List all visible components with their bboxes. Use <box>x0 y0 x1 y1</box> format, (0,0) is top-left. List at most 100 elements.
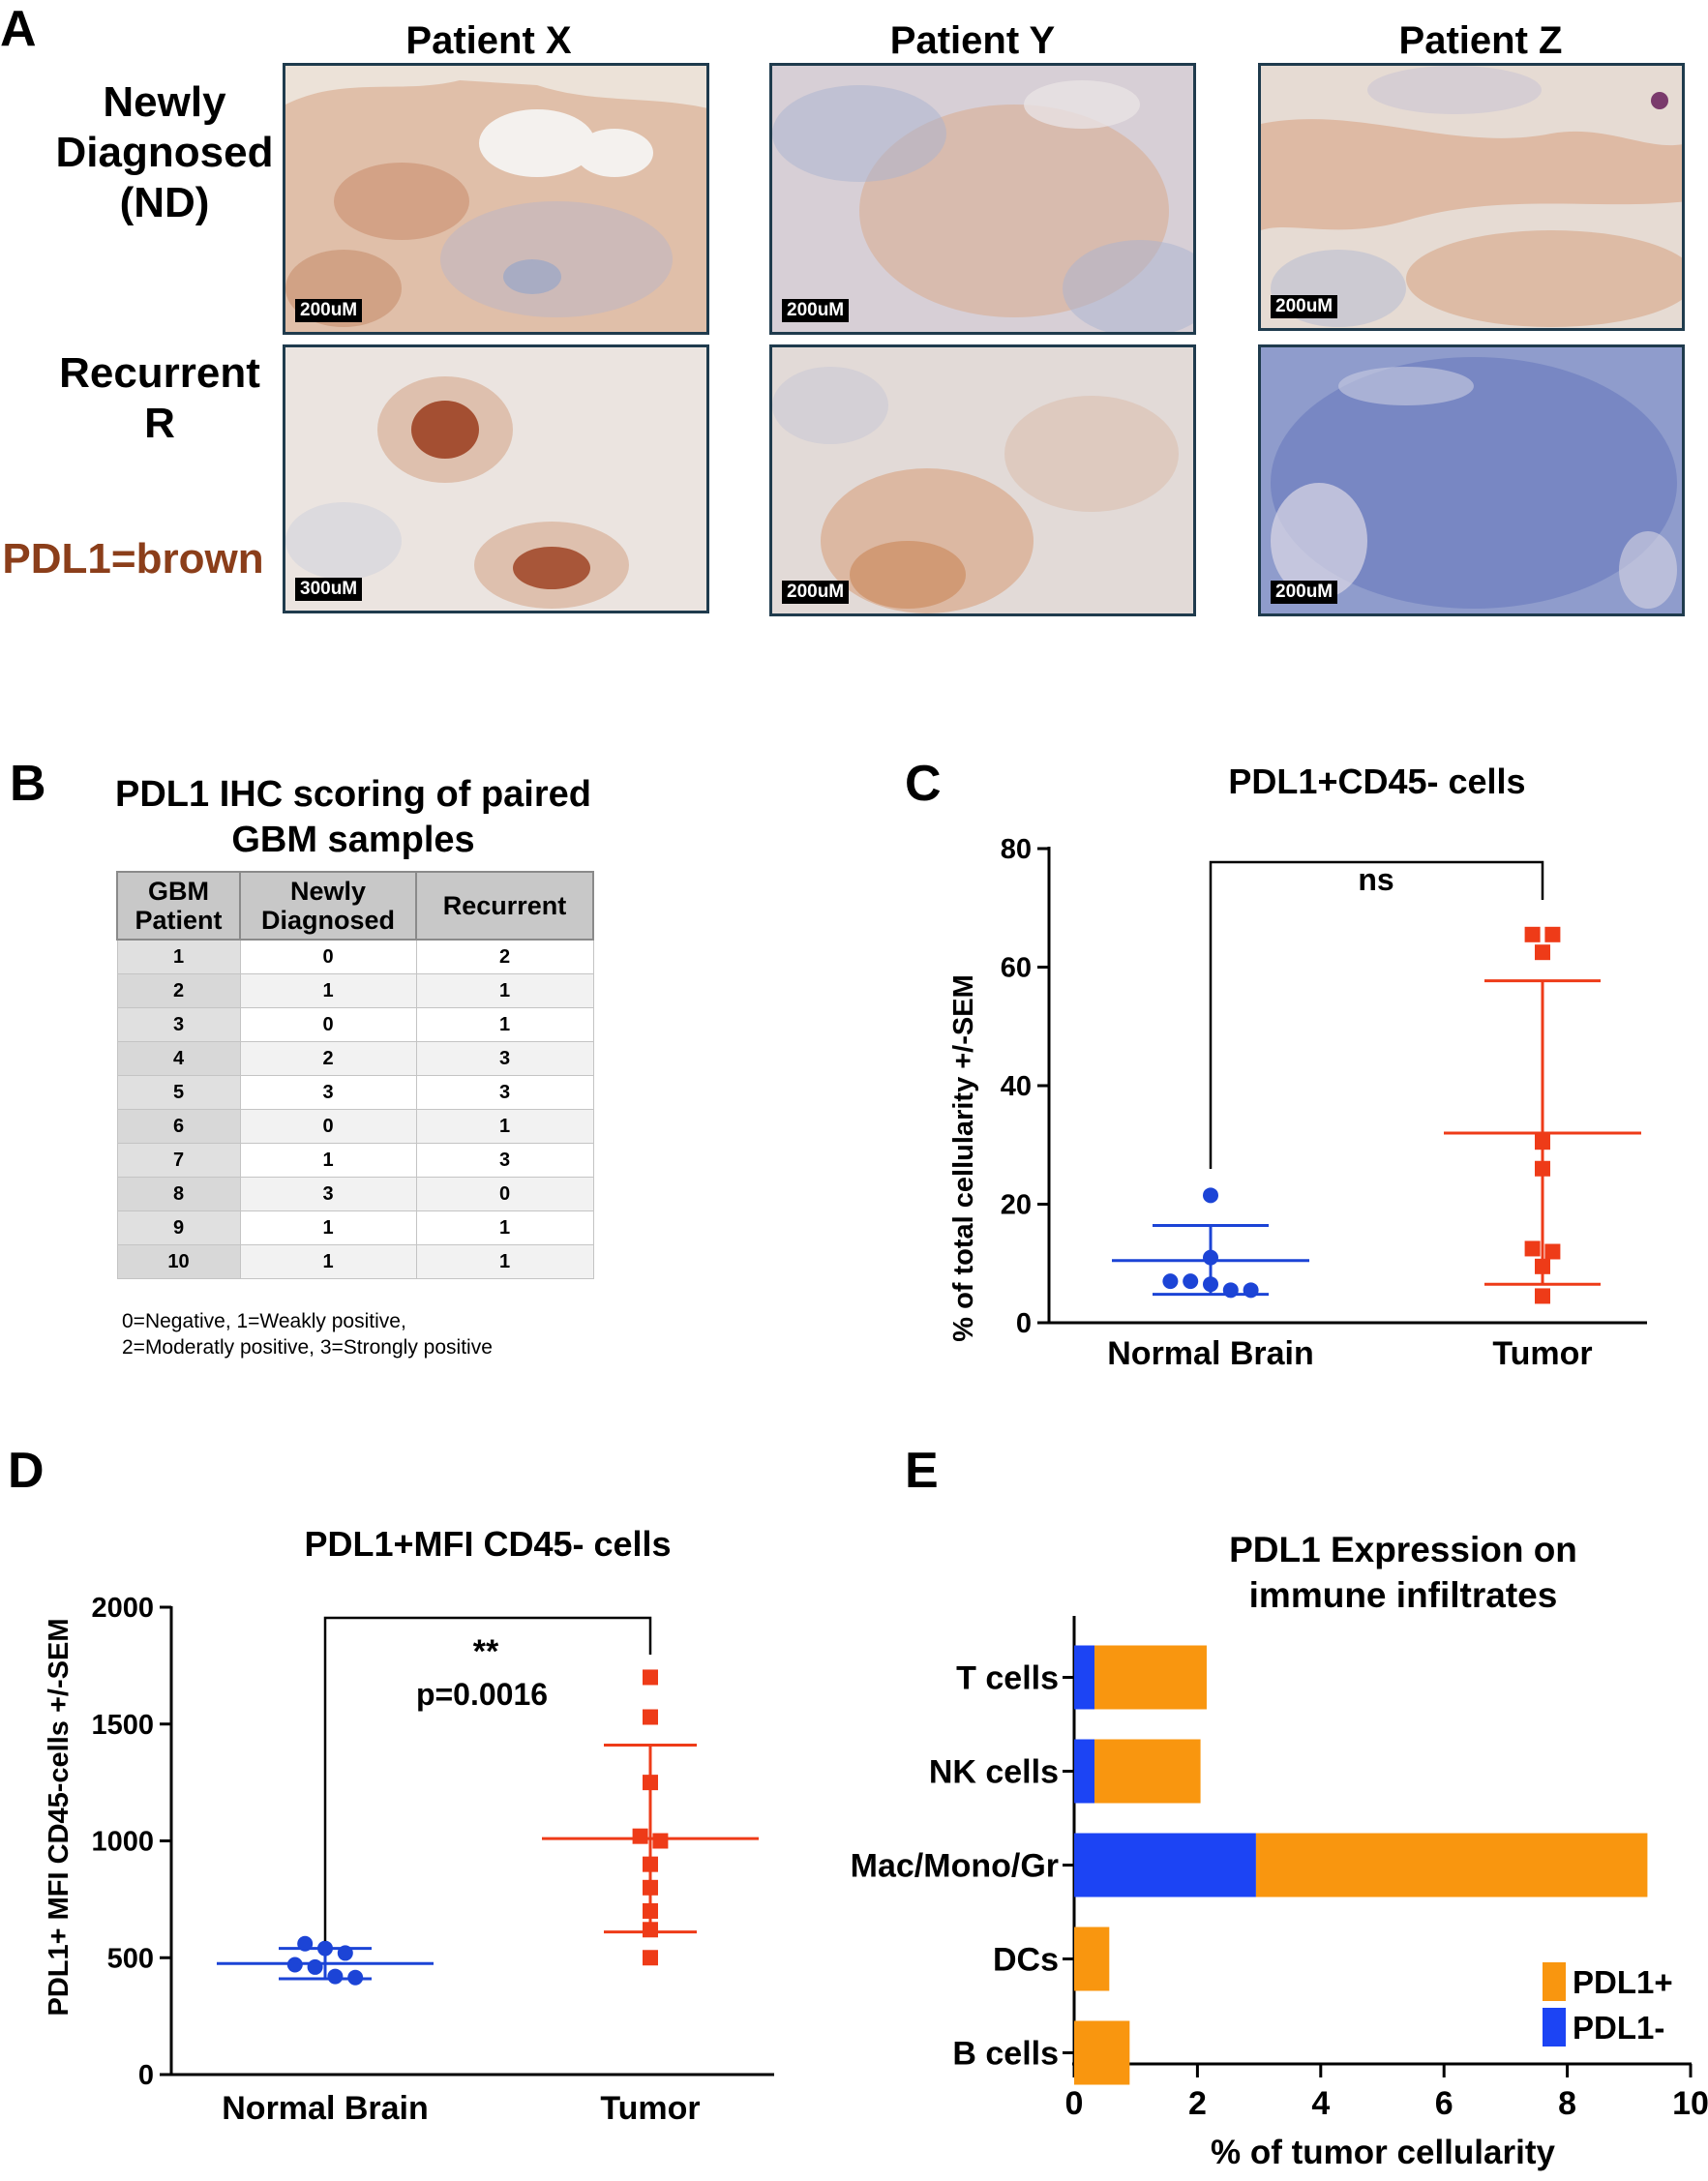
column-header-patient-z: Patient Z <box>1398 19 1563 62</box>
chart-d-point-normal-brain <box>286 1957 303 1973</box>
chart-e-xtick-label: 2 <box>1188 2085 1207 2122</box>
chart-c-ytick-label: 60 <box>1001 953 1032 984</box>
chart-e-ytick-label: DCs <box>993 1942 1059 1979</box>
chart-d-ytick-label: 0 <box>138 2060 154 2091</box>
cell-newly-diagnosed: 1 <box>239 1210 417 1245</box>
chart-d-point-tumor <box>643 1856 658 1872</box>
chart-c-point-normal-brain <box>1162 1273 1179 1290</box>
cell-recurrent: 1 <box>415 973 594 1008</box>
chart-e-ticks: 0 2 4 6 8 10 T cells NK cells Mac/Mono/Gr DCs B ce… <box>851 1660 1708 2123</box>
cell-patient: 7 <box>116 1143 241 1178</box>
chart-d-point-normal-brain <box>327 1968 344 1985</box>
chart-d-point-tumor <box>643 1669 658 1686</box>
table-header-row: GBM Patient Newly Diagnosed Recurrent <box>116 871 594 941</box>
chart-d: PDL1+MFI CD45- cells PDL1+ MFI CD45-cell… <box>44 1524 774 2127</box>
column-header-patient-y: Patient Y <box>889 19 1056 62</box>
bar-nk-cells-pdl1-minus <box>1074 1739 1095 1804</box>
cell-newly-diagnosed: 0 <box>239 1007 417 1042</box>
micrograph-patient-y-r: 200uM <box>769 344 1196 616</box>
cell-patient: 3 <box>116 1007 241 1042</box>
header-gbm-patient: GBM Patient <box>116 871 241 941</box>
chart-c-ytick-label: 80 <box>1001 834 1032 865</box>
micrograph-patient-x-r: 300uM <box>283 344 709 613</box>
chart-c-significance-bracket <box>1209 860 1544 1169</box>
chart-d-point-normal-brain <box>297 1935 314 1952</box>
bar-dcs-pdl1-plus <box>1074 1927 1110 1991</box>
chart-d-point-normal-brain <box>307 1958 323 1975</box>
bar-t-cells-pdl1-minus <box>1074 1645 1095 1710</box>
micrograph-patient-y-nd: 200uM <box>769 63 1196 335</box>
chart-d-point-tumor <box>632 1828 648 1844</box>
bar-b-cells-pdl1-plus <box>1074 2020 1130 2085</box>
row-label-newly-diagnosed: Newly Diagnosed (ND) <box>55 78 274 226</box>
chart-e-ytick-label: B cells <box>952 2036 1059 2073</box>
cell-patient: 5 <box>116 1075 241 1110</box>
chart-c-point-tumor <box>1535 1288 1550 1304</box>
cell-newly-diagnosed: 0 <box>239 1109 417 1144</box>
panel-d-letter: D <box>8 1443 45 1499</box>
chart-e-ytick-label: NK cells <box>929 1754 1059 1791</box>
cell-recurrent: 0 <box>415 1177 594 1211</box>
chart-e-xtick-label: 4 <box>1311 2085 1330 2122</box>
chart-c-point-normal-brain <box>1183 1273 1199 1290</box>
micrograph-patient-z-nd: 200uM <box>1258 63 1685 331</box>
chart-d-point-tumor <box>643 1879 658 1896</box>
cell-newly-diagnosed: 0 <box>239 939 417 974</box>
chart-d-point-tumor <box>643 1950 658 1966</box>
chart-d-xtick-normal-brain: Normal Brain <box>222 2090 429 2127</box>
cell-recurrent: 1 <box>415 1007 594 1042</box>
bar-t-cells-pdl1-plus <box>1094 1645 1207 1710</box>
bar-mac-mono-gr-pdl1-minus <box>1074 1833 1256 1897</box>
cell-recurrent: 1 <box>415 1244 594 1279</box>
chart-e-bars <box>1074 1645 1648 2085</box>
scale-bar: 200uM <box>295 299 363 322</box>
scale-bar: 200uM <box>1271 581 1338 604</box>
cell-patient: 8 <box>116 1177 241 1211</box>
chart-d-point-tumor <box>643 1902 658 1919</box>
chart-c-point-normal-brain <box>1222 1282 1239 1299</box>
cell-newly-diagnosed: 1 <box>239 973 417 1008</box>
scale-bar: 200uM <box>782 299 850 322</box>
chart-c-point-normal-brain <box>1203 1249 1218 1266</box>
chart-d-ytick-label: 1000 <box>91 1827 154 1858</box>
chart-d-point-tumor <box>643 1922 658 1938</box>
micrograph-patient-z-r: 200uM <box>1258 344 1685 616</box>
chart-d-ticks: 0 500 1000 1500 2000 <box>91 1593 171 2091</box>
bar-nk-cells-pdl1-plus <box>1094 1739 1201 1804</box>
row-label-recurrent: Recurrent R <box>59 349 260 447</box>
legend-pdl1-brown: PDL1=brown <box>2 535 264 583</box>
chart-c-ylabel: % of total cellularity +/-SEM <box>948 974 979 1342</box>
chart-e-xtick-label: 8 <box>1558 2085 1576 2122</box>
chart-c-point-tumor <box>1535 1134 1550 1150</box>
chart-c-point-tumor <box>1535 944 1550 961</box>
legend-label-pdl1-plus: PDL1+ <box>1573 1964 1673 2000</box>
cell-recurrent: 3 <box>415 1041 594 1076</box>
chart-c-ytick-label: 40 <box>1001 1071 1032 1102</box>
chart-c-point-normal-brain <box>1203 1276 1218 1293</box>
chart-c-marks <box>1112 926 1641 1304</box>
chart-c-title: PDL1+CD45- cells <box>1228 762 1525 801</box>
chart-d-marks <box>217 1669 759 1986</box>
legend-swatch-pdl1-minus <box>1543 2008 1566 2047</box>
micrograph-patient-x-nd: 200uM <box>283 63 709 335</box>
cell-newly-diagnosed: 1 <box>239 1244 417 1279</box>
chart-e-ytick-label: T cells <box>956 1660 1059 1697</box>
chart-d-xtick-tumor: Tumor <box>600 2090 700 2127</box>
chart-c-ticks: 0 20 40 60 80 <box>1001 834 1049 1339</box>
table-footnote: 0=Negative, 1=Weakly positive, 2=Moderat… <box>122 1310 493 1359</box>
chart-c-significance: ns <box>1358 862 1393 897</box>
panel-b-letter: B <box>10 756 46 812</box>
chart-c-point-normal-brain <box>1243 1282 1259 1299</box>
chart-c-point-tumor <box>1535 1160 1550 1177</box>
header-recurrent: Recurrent <box>415 871 594 941</box>
chart-d-ytick-label: 2000 <box>91 1593 154 1624</box>
